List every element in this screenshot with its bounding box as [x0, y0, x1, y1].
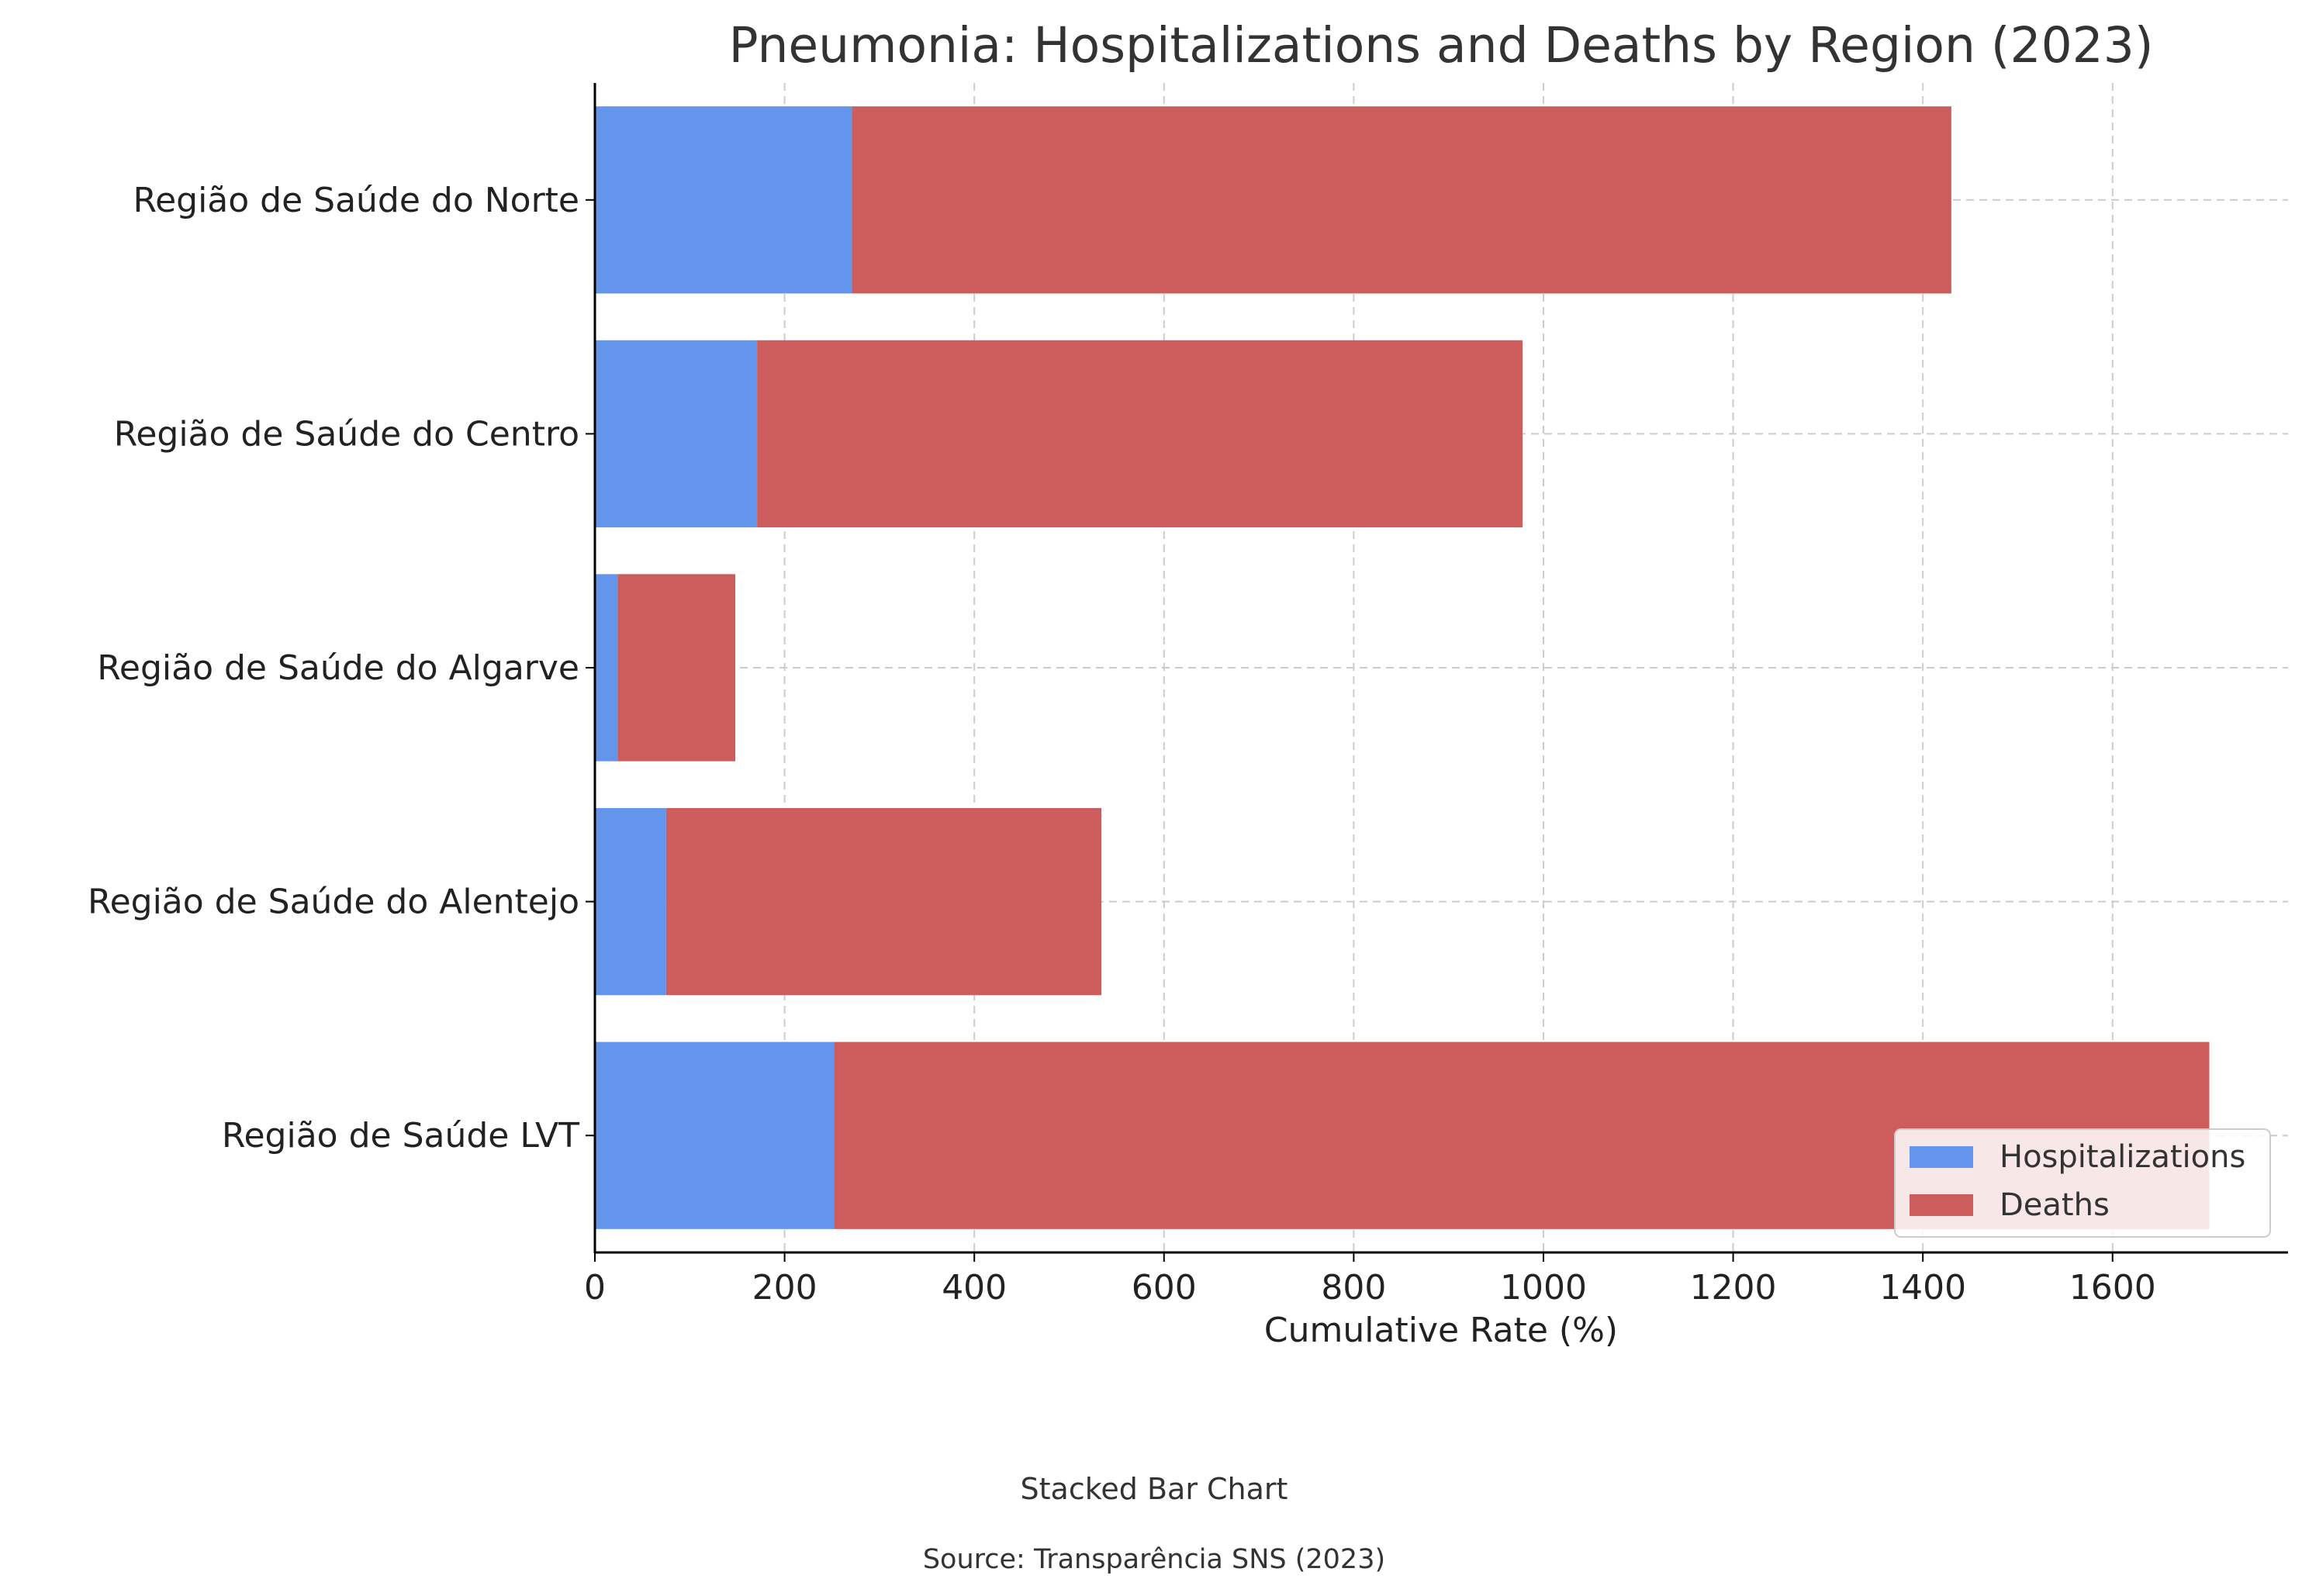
x-tick-label-400: 400: [942, 1268, 1007, 1308]
bar-deaths-regiao-de-saude-do-algarve: [617, 574, 735, 761]
x-tick-label-1200: 1200: [1690, 1268, 1777, 1308]
bar-deaths-regiao-de-saude-do-norte: [852, 106, 1951, 293]
category-label-regiao-de-saude-do-norte: Região de Saúde do Norte: [133, 181, 579, 220]
x-tick-label-1000: 1000: [1500, 1268, 1587, 1308]
x-tick-label-1600: 1600: [2069, 1268, 2156, 1308]
category-label-regiao-de-saude-do-alentejo: Região de Saúde do Alentejo: [88, 883, 579, 922]
bar-hospitalizations-regiao-de-saude-do-alentejo: [595, 808, 666, 995]
legend: Hospitalizations Deaths: [1895, 1129, 2270, 1237]
bar-hospitalizations-regiao-de-saude-do-centro: [595, 340, 757, 527]
chart-caption: Stacked Bar Chart: [1021, 1472, 1288, 1506]
legend-label-hospitalizations: Hospitalizations: [2000, 1139, 2245, 1175]
x-tick-label-600: 600: [1132, 1268, 1197, 1308]
category-label-regiao-de-saude-do-algarve: Região de Saúde do Algarve: [97, 648, 579, 688]
x-tick-label-200: 200: [752, 1268, 817, 1308]
x-tick-label-1400: 1400: [1879, 1268, 1966, 1308]
bar-deaths-regiao-de-saude-do-centro: [757, 340, 1523, 527]
bar-hospitalizations-regiao-de-saude-lvt: [595, 1042, 834, 1229]
category-label-regiao-de-saude-do-centro: Região de Saúde do Centro: [114, 414, 579, 454]
chart-title: Pneumonia: Hospitalizations and Deaths b…: [729, 17, 2154, 74]
x-axis-label: Cumulative Rate (%): [1264, 1311, 1618, 1350]
chart-source: Source: Transparência SNS (2023): [923, 1544, 1385, 1575]
category-label-regiao-de-saude-lvt: Região de Saúde LVT: [222, 1116, 579, 1156]
bar-deaths-regiao-de-saude-do-alentejo: [666, 808, 1101, 995]
bar-hospitalizations-regiao-de-saude-do-algarve: [595, 574, 617, 761]
x-tick-label-800: 800: [1321, 1268, 1386, 1308]
x-tick-label-0: 0: [584, 1268, 606, 1308]
bar-hospitalizations-regiao-de-saude-do-norte: [595, 106, 852, 293]
legend-label-deaths: Deaths: [2000, 1187, 2110, 1223]
legend-swatch-hospitalizations: [1910, 1146, 1973, 1168]
legend-swatch-deaths: [1910, 1194, 1973, 1216]
category-labels: Região de Saúde do Norte Região de Saúde …: [88, 181, 579, 1156]
